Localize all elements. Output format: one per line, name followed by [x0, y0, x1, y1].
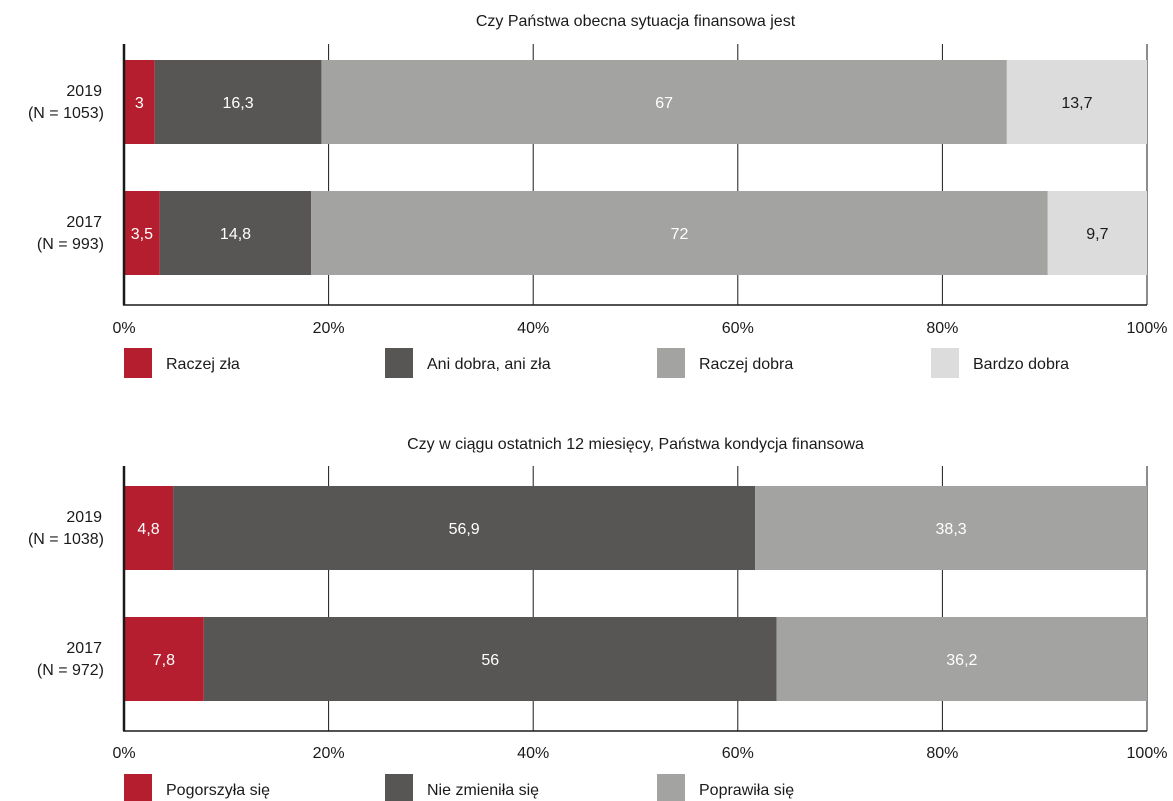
category-label: 2019: [66, 509, 102, 526]
bar-segment: [124, 60, 155, 144]
data-label: 56: [481, 652, 499, 669]
bar-segment: [159, 191, 312, 275]
legend-swatch: [657, 774, 685, 801]
legend-swatch: [657, 348, 685, 378]
data-label: 36,2: [946, 652, 977, 669]
bar-segment: [124, 486, 174, 570]
data-label: 72: [671, 226, 689, 243]
bar-segment: [154, 60, 322, 144]
data-label: 56,9: [449, 521, 480, 538]
x-tick-label: 80%: [926, 320, 958, 337]
category-sample-size: (N = 993): [37, 236, 104, 253]
legend-label: Pogorszyła się: [166, 782, 270, 799]
bar-segment: [776, 617, 1147, 701]
bar-segment: [1006, 60, 1147, 144]
data-label: 7,8: [153, 652, 175, 669]
bar-segment: [203, 617, 777, 701]
legend-label: Bardzo dobra: [973, 356, 1069, 373]
category-sample-size: (N = 1038): [28, 531, 104, 548]
bar-segment: [1047, 191, 1147, 275]
data-label: 9,7: [1086, 226, 1108, 243]
x-tick-label: 0%: [112, 745, 135, 762]
data-label: 3,5: [131, 226, 153, 243]
legend-label: Raczej zła: [166, 356, 240, 373]
legend-swatch: [385, 348, 413, 378]
legend-label: Nie zmieniła się: [427, 782, 539, 799]
bar-segment: [173, 486, 756, 570]
data-label: 3: [135, 95, 144, 112]
data-label: 13,7: [1061, 95, 1092, 112]
x-tick-label: 100%: [1127, 745, 1168, 762]
x-tick-label: 80%: [926, 745, 958, 762]
category-label: 2019: [66, 83, 102, 100]
x-tick-label: 40%: [517, 745, 549, 762]
x-tick-label: 100%: [1127, 320, 1168, 337]
x-tick-label: 0%: [112, 320, 135, 337]
data-label: 38,3: [936, 521, 967, 538]
x-tick-label: 40%: [517, 320, 549, 337]
legend-label: Ani dobra, ani zła: [427, 356, 551, 373]
category-sample-size: (N = 972): [37, 662, 104, 679]
legend-label: Raczej dobra: [699, 356, 793, 373]
x-tick-label: 60%: [722, 745, 754, 762]
legend-swatch: [124, 774, 152, 801]
data-label: 4,8: [137, 521, 159, 538]
legend-swatch: [385, 774, 413, 801]
category-label: 2017: [66, 214, 102, 231]
bar-segment: [321, 60, 1007, 144]
x-tick-label: 20%: [313, 320, 345, 337]
legend-swatch: [124, 348, 152, 378]
data-label: 14,8: [220, 226, 251, 243]
chart-title: Czy w ciągu ostatnich 12 miesięcy, Państ…: [407, 436, 864, 453]
bar-segment: [755, 486, 1147, 570]
category-label: 2017: [66, 640, 102, 657]
data-label: 67: [655, 95, 673, 112]
category-sample-size: (N = 1053): [28, 105, 104, 122]
x-tick-label: 60%: [722, 320, 754, 337]
chart-title: Czy Państwa obecna sytuacja finansowa je…: [476, 13, 796, 30]
legend-label: Poprawiła się: [699, 782, 794, 799]
data-label: 16,3: [222, 95, 253, 112]
legend-swatch: [931, 348, 959, 378]
bar-segment: [124, 617, 204, 701]
bar-segment: [124, 191, 160, 275]
x-tick-label: 20%: [313, 745, 345, 762]
bar-segment: [311, 191, 1048, 275]
